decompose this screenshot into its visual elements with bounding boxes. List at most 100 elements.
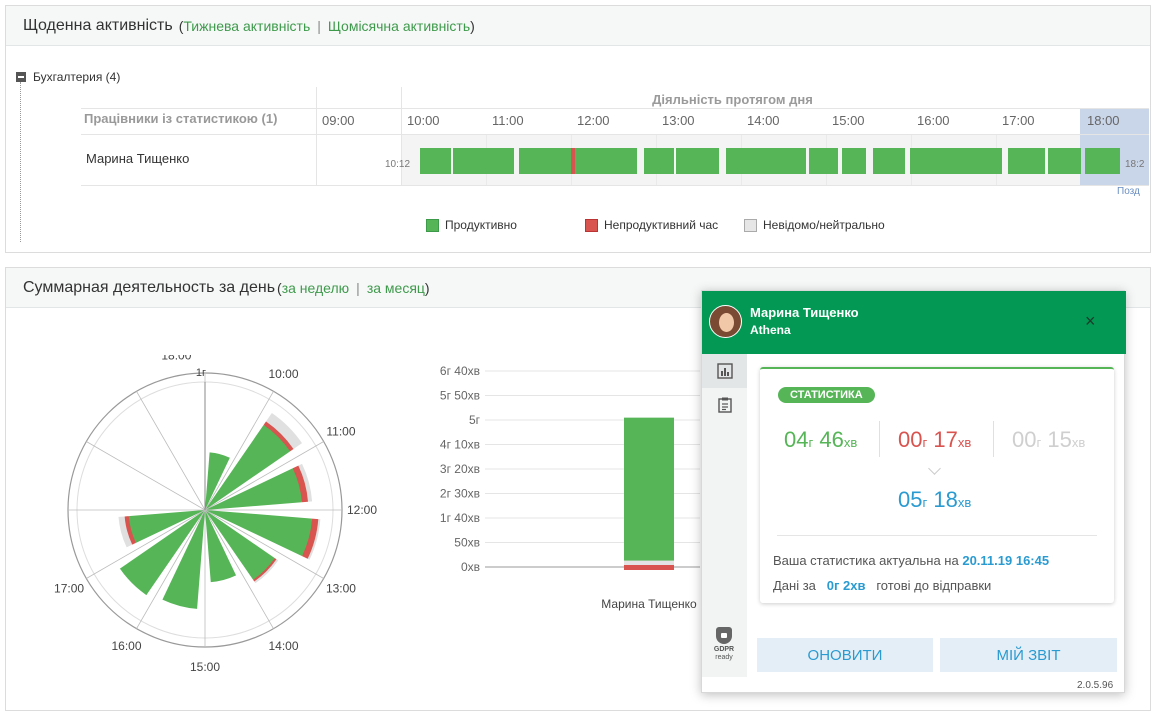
radial-hourly-chart: 1г 10:00 11:00 12:00 13:00 14:00 15:00 16:00 17:… [54,355,377,674]
timeline-segment[interactable] [519,148,571,174]
bar-axis-label: 2г 30хв [440,487,480,501]
radial-productive-wedge [205,468,302,510]
hour-label: 09:00 [322,113,355,128]
timeline-segment[interactable] [842,148,866,174]
my-report-button[interactable]: МІЙ ЗВІТ [940,638,1117,672]
neutral-time: 00г 15хв [1012,427,1086,452]
statistics-card: СТАТИСТИКА 04г 46хв 00г 17хв 00г 15хв 05… [760,367,1114,603]
employee-name[interactable]: Марина Тищенко [86,151,190,166]
radial-hour-label: 11:00 [326,425,355,439]
timeline-segment[interactable] [420,148,451,174]
day-activity-header: Діяльність протягом дня [652,92,813,107]
radial-hour-label: 16:00 [111,639,141,653]
bar-unproductive [624,565,674,570]
popup-sidebar: GDPR ready [702,354,747,677]
unproductive-time: 00г 17хв [898,427,972,452]
hour-label: 12:00 [577,113,610,128]
end-time-label: 18:2 [1125,159,1145,170]
timeline-segment[interactable] [575,148,637,174]
bar-axis-label: 0хв [461,560,480,574]
statistics-icon[interactable] [702,354,747,388]
radial-hour-label: 12:00 [347,503,377,517]
radial-neutral-arc [118,516,133,548]
bar-neutral [624,560,674,565]
stats-popup: Марина Тищенко Athena × GDPR ready СТАТИ… [701,290,1126,693]
radial-hour-label: 14:00 [268,639,298,653]
timeline-segment[interactable] [726,148,806,174]
month-link[interactable]: за месяц [366,279,425,296]
timeline-segment[interactable] [873,148,905,174]
timeline-segment-unproductive[interactable] [571,148,575,174]
activity-timeline: Діяльність протягом дня Працівники із ст… [81,87,1149,186]
chevron-down-icon [928,462,941,475]
week-link[interactable]: за неделю [281,279,350,296]
statistics-badge: СТАТИСТИКА [778,387,875,403]
radial-hour-label: 18:00 [161,355,191,363]
hour-label: 13:00 [662,113,695,128]
hour-label: 17:00 [1002,113,1035,128]
summary-activity-title: Суммарная деятельность за день [23,278,276,296]
bar-employee-label: Марина Тищенко [601,597,697,611]
timeline-segment[interactable] [644,148,674,174]
radial-productive-wedge [119,510,205,596]
hour-label: 11:00 [492,113,524,128]
radial-productive-wedge [128,510,205,543]
timeline-segment[interactable] [809,148,838,174]
radial-unproductive-arc [302,518,319,559]
version-label: 2.0.5.96 [1077,680,1114,691]
hour-label: 14:00 [747,113,780,128]
radial-productive-wedge [205,510,313,557]
legend-swatch [585,218,598,232]
radial-unproductive-arc [263,421,294,452]
bar-axis-label: 5г [469,413,481,427]
timeline-current-hour-header [1080,109,1149,135]
popup-user-name: Марина Тищенко [750,305,859,320]
timeline-segment[interactable] [910,148,1002,174]
radial-neutral-arc [298,463,313,502]
radial-neutral-arc [265,413,302,450]
radial-hour-label: 17:00 [54,582,84,596]
monthly-activity-link[interactable]: Щомісячна активність [327,17,471,34]
timeline-segment[interactable] [453,148,514,174]
legend-neutral: Невідомо/нейтрально [744,218,885,232]
radial-productive-wedge [205,510,275,580]
collapse-toggle-icon[interactable] [16,72,26,82]
start-time-label: 10:12 [385,159,411,170]
legend-productive: Продуктивно [426,218,517,232]
radial-productive-wedge [205,510,237,583]
daily-activity-header: Щоденна активність (Тижнева активність | Щ… [6,6,1150,46]
timeline-segment[interactable] [1048,148,1081,174]
radial-hour-label: 13:00 [326,582,356,596]
timeline-segment[interactable] [676,148,719,174]
clipboard-icon[interactable] [702,388,747,422]
bar-axis-label: 5г 50хв [440,389,480,403]
radial-center-label: 1г [196,367,206,379]
tree-line [20,82,21,242]
bar-axis-label: 50хв [454,536,480,550]
hour-label: 10:00 [407,113,440,128]
bar-productive [624,417,674,561]
actual-date: 20.11.19 16:45 [962,553,1050,568]
popup-header: Марина Тищенко Athena × [702,291,1126,354]
total-time: 05г 18хв [898,487,972,512]
weekly-activity-link[interactable]: Тижнева активність [183,17,311,34]
radial-hour-label: 15:00 [190,660,220,674]
radial-unproductive-arc [292,465,309,503]
productive-time: 04г 46хв [784,427,858,452]
group-label: Бухгалтерия (4) [33,70,121,84]
radial-unproductive-arc [124,516,136,545]
radial-productive-wedge [205,424,291,510]
legend-unproductive: Непродуктивний час [585,218,718,232]
close-icon[interactable]: × [1085,311,1096,331]
legend-swatch [426,218,439,232]
gdpr-icon: GDPR ready [712,627,736,662]
timeline-segment[interactable] [1085,148,1120,174]
daily-activity-title: Щоденна активність [23,16,173,34]
actual-stats-note: Ваша статистика актуальна на 20.11.19 16… [773,553,1050,568]
timeline-segment[interactable] [1008,148,1045,174]
radial-productive-wedge [162,510,205,609]
avatar [709,305,742,338]
refresh-button[interactable]: ОНОВИТИ [757,638,933,672]
radial-hour-label: 10:00 [268,367,298,381]
hour-label: 18:00 [1087,113,1120,128]
